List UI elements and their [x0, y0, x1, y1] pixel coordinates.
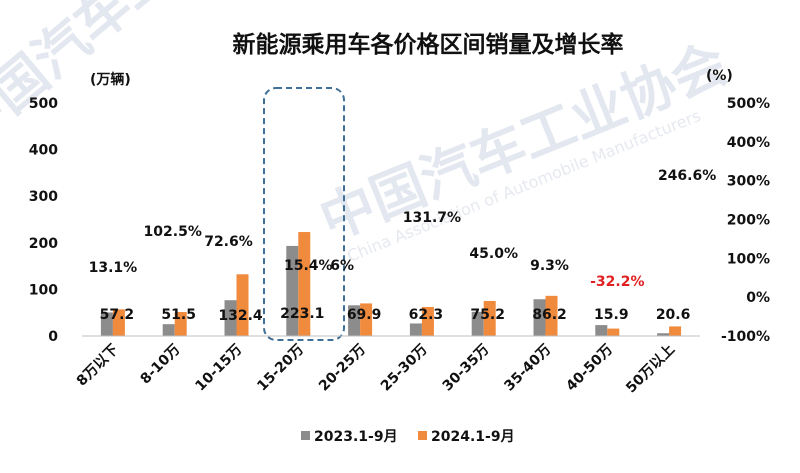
bar-2024 — [174, 312, 187, 336]
legend: 2023.1-9月 2024.1-9月 — [301, 429, 515, 445]
right-tick-label: 300% — [727, 174, 770, 190]
bars — [100, 232, 682, 336]
value-label: 75.2 — [470, 307, 505, 323]
growth-rate-label: -32.2% — [590, 274, 644, 290]
growth-rate-labels: 13.1% 102.5%72.6% 15.4%6% 131.7% 45.0% 9.3% -3… — [89, 168, 717, 290]
value-label: 132.4 — [218, 308, 263, 324]
x-tick-label: 10-15万 — [192, 342, 245, 395]
legend-swatch-2023 — [301, 431, 310, 440]
left-tick-label: 300 — [29, 189, 58, 205]
x-tick-label: 40-50万 — [563, 342, 616, 395]
value-label: 15.9 — [594, 307, 629, 323]
value-label: 86.2 — [532, 307, 567, 323]
x-axis: 8万以下 8-10万 10-15万 15-20万 20-25万 25-30万 30-35万 3… — [74, 342, 678, 397]
bar-2023 — [409, 323, 422, 336]
value-labels: 57.2 51.5 132.4 223.1 69.9 62.3 75.2 86.2 15.9 20… — [100, 306, 691, 324]
highlight-box — [263, 87, 345, 341]
right-tick-label: 0% — [746, 290, 770, 306]
x-tick-label: 25-30万 — [378, 342, 431, 395]
growth-rate-label: 131.7% — [403, 210, 461, 226]
bar-2023 — [595, 325, 608, 336]
bar-2023 — [533, 299, 546, 336]
bar-2024 — [669, 326, 682, 336]
bar-2024 — [421, 306, 434, 336]
left-tick-label: 100 — [29, 282, 58, 298]
right-axis: -100% 0% 100% 200% 300% 400% 500% — [721, 96, 770, 345]
legend-swatch-2024 — [418, 431, 427, 440]
bar-2023 — [657, 333, 670, 336]
x-tick-label: 8万以下 — [74, 342, 122, 390]
growth-rate-label: 9.3% — [530, 258, 569, 274]
left-axis: 0 100 200 300 400 500 — [29, 96, 58, 345]
growth-rate-label: 13.1% — [89, 260, 138, 276]
bar-2024 — [607, 328, 620, 336]
bar-2023 — [100, 312, 113, 336]
x-tick-label: 20-25万 — [316, 342, 369, 395]
value-label: 51.5 — [161, 307, 196, 323]
left-tick-label: 200 — [29, 236, 58, 252]
bar-2024 — [483, 300, 496, 336]
watermark-text: 中国汽车工业协会 — [311, 32, 735, 252]
value-label: 57.2 — [100, 307, 135, 323]
bar-2023 — [471, 311, 484, 336]
bar-2024 — [236, 274, 249, 336]
left-tick-label: 0 — [48, 329, 58, 345]
growth-rate-label: 45.0% — [469, 246, 518, 262]
growth-rate-label: 6% — [330, 258, 354, 274]
bar-2023 — [286, 245, 299, 336]
x-tick-label: 50万以上 — [623, 342, 678, 397]
legend-label-2024: 2024.1-9月 — [431, 429, 515, 445]
right-tick-label: -100% — [721, 329, 770, 345]
left-tick-label: 400 — [29, 143, 58, 159]
left-axis-unit: (万辆) — [90, 71, 131, 88]
value-label: 69.9 — [347, 307, 382, 323]
x-tick-label: 15-20万 — [254, 342, 307, 395]
x-tick-label: 8-10万 — [138, 342, 184, 388]
bar-2023 — [162, 324, 175, 336]
bar-2024 — [360, 303, 373, 336]
right-tick-label: 100% — [727, 251, 770, 267]
growth-rate-label: 15.4% — [284, 258, 333, 274]
growth-rate-label: 246.6% — [658, 168, 716, 184]
legend-label-2023: 2023.1-9月 — [314, 429, 398, 445]
x-tick-label: 35-40万 — [501, 342, 554, 395]
bar-2023 — [224, 300, 237, 336]
bar-2024 — [298, 232, 311, 336]
right-tick-label: 500% — [727, 96, 770, 112]
right-tick-label: 200% — [727, 213, 770, 229]
value-label: 20.6 — [656, 307, 691, 323]
growth-rate-label: 102.5% — [144, 224, 202, 240]
right-axis-unit: (%) — [706, 68, 733, 84]
bar-2024 — [112, 309, 125, 336]
x-tick-label: 30-35万 — [440, 342, 493, 395]
growth-rate-label: 72.6% — [204, 234, 253, 250]
watermark-text-left: 中国汽车工业协会 — [0, 0, 309, 160]
value-label: 62.3 — [409, 307, 444, 323]
left-tick-label: 500 — [29, 96, 58, 112]
bar-2023 — [348, 305, 361, 336]
value-label: 223.1 — [280, 306, 324, 322]
right-tick-label: 400% — [727, 135, 770, 151]
bar-2024 — [545, 295, 558, 336]
chart-title: 新能源乘用车各价格区间销量及增长率 — [233, 31, 624, 58]
